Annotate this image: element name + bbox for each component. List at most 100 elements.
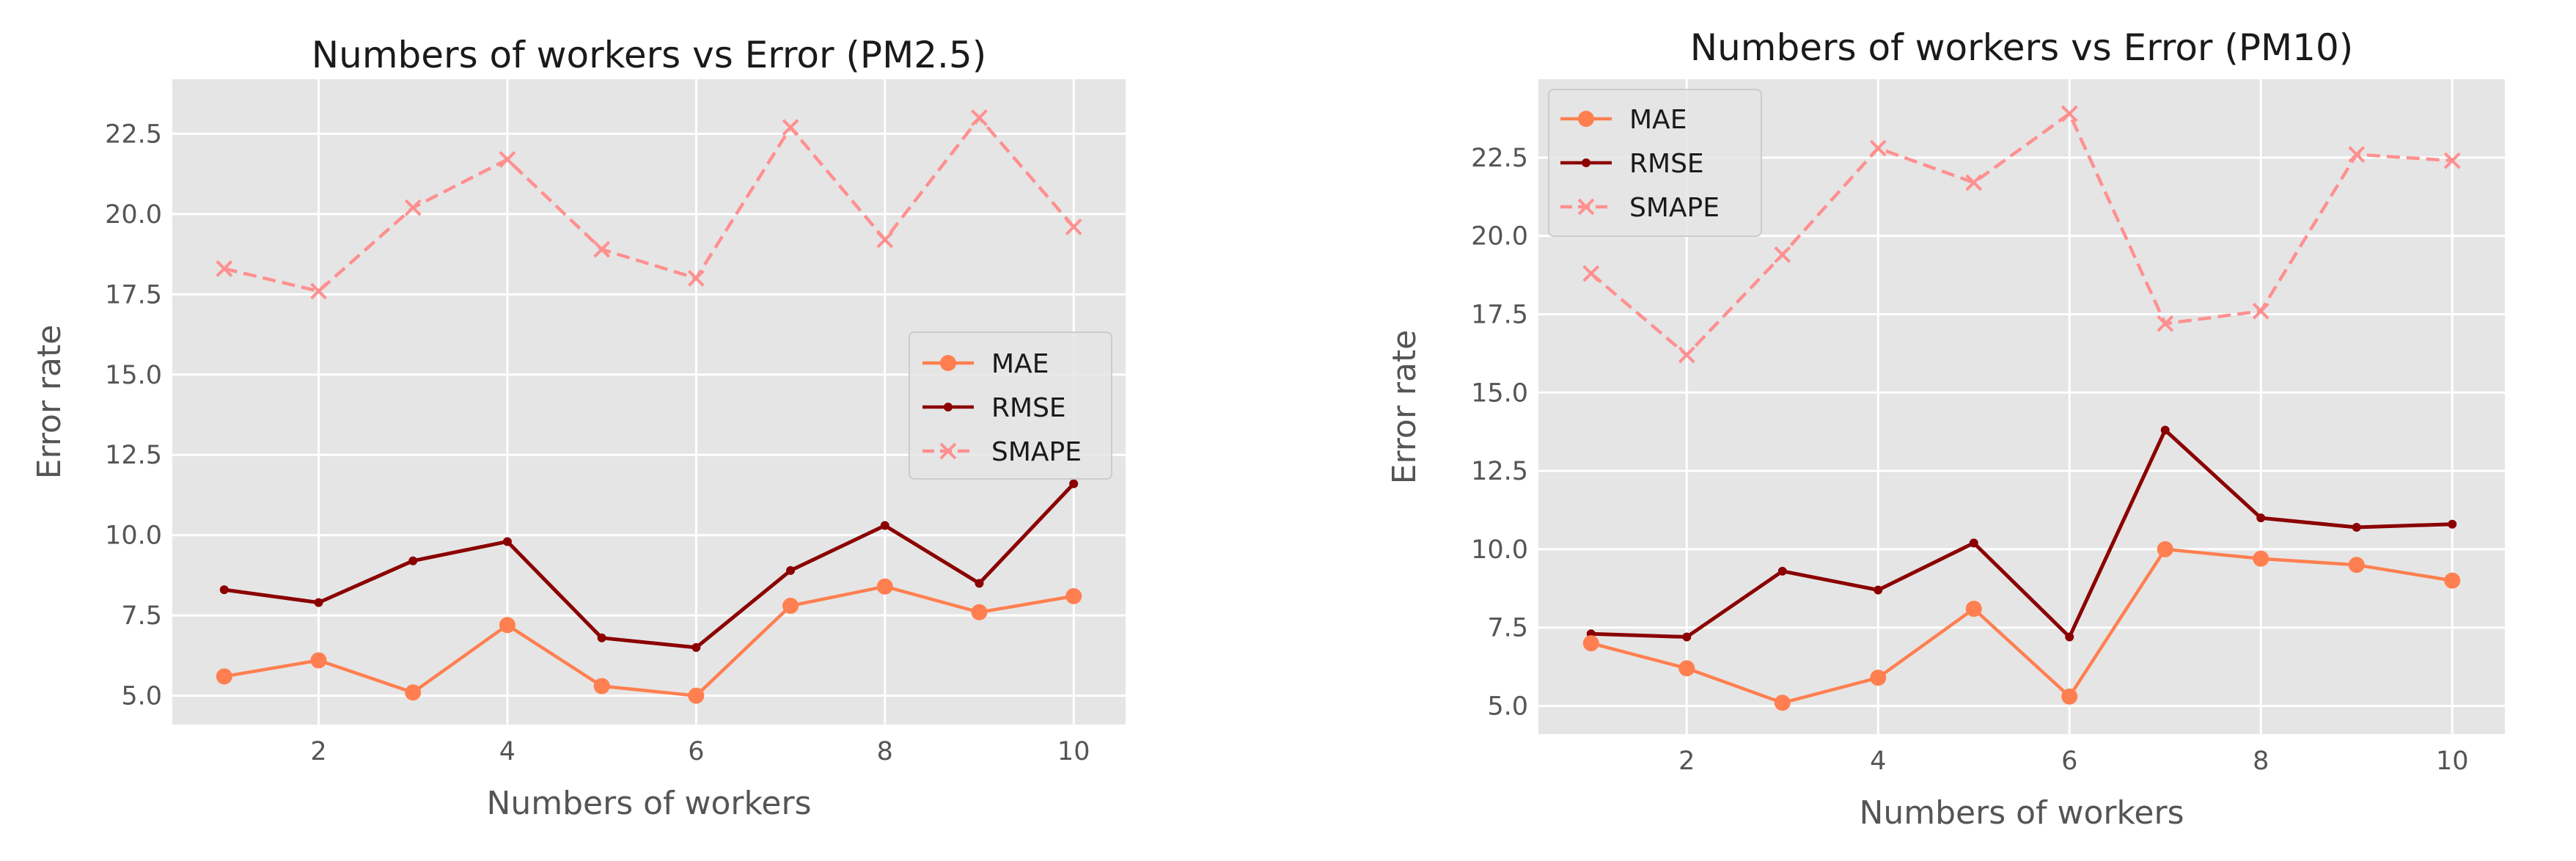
rmse-point (408, 556, 418, 565)
x-axis-label-pm25: Numbers of workers (486, 785, 811, 822)
legend-item-rmse: RMSE (1560, 149, 1704, 179)
series-smape (1582, 105, 2461, 364)
mae-point (499, 617, 515, 634)
rmse-point (2065, 632, 2074, 642)
y-tick-label: 7.5 (1487, 614, 1528, 643)
x-tick-label: 4 (499, 737, 515, 766)
legend-item-rmse: RMSE (922, 393, 1066, 423)
x-axis-label-pm10: Numbers of workers (1859, 794, 2184, 832)
legend-item-mae: MAE (1560, 105, 1687, 135)
smape-point (216, 260, 233, 277)
mae-point (876, 578, 893, 595)
legend-marker-rmse (944, 403, 953, 411)
smape-point (1065, 218, 1082, 235)
x-tick-label: 10 (1057, 737, 1090, 766)
legend-label-smape: SMAPE (991, 437, 1082, 467)
mae-point (971, 604, 988, 620)
legend-marker-smape (1577, 198, 1595, 216)
chart-title-pm10: Numbers of workers vs Error (PM10) (1690, 26, 2354, 69)
rmse-point (314, 598, 323, 607)
rmse-point (2352, 523, 2361, 532)
rmse-point (502, 537, 512, 546)
series-mae (216, 578, 1082, 704)
legend-label-mae: MAE (991, 349, 1049, 379)
rmse-point (786, 565, 796, 575)
series-smape (216, 109, 1082, 300)
smape-point (404, 199, 422, 216)
chart-pm25: 5.0 7.5 10.0 12.5 15.0 17.5 20.0 22.5 2 4 6 8 10 Num… (31, 34, 1126, 822)
y-tick-label: 10.0 (105, 521, 162, 551)
smape-point (687, 270, 705, 287)
rmse-point (1777, 566, 1787, 576)
legend-marker-mae (940, 355, 956, 371)
mae-point (593, 678, 610, 695)
y-tick-label: 5.0 (1487, 692, 1528, 722)
smape-point (310, 282, 327, 300)
legend-marker-smape (939, 442, 957, 460)
legend-item-smape: SMAPE (1560, 193, 1720, 223)
chart-title-pm25: Numbers of workers vs Error (PM2.5) (312, 34, 986, 76)
mae-point (782, 598, 799, 615)
y-tick-label: 12.5 (1471, 457, 1528, 486)
mae-point (2061, 688, 2078, 705)
mae-point (2444, 572, 2461, 589)
mae-point (216, 668, 232, 685)
smape-point (1965, 174, 1983, 191)
legend-label-mae: MAE (1629, 105, 1687, 135)
mae-point (1065, 587, 1082, 604)
x-tick-label: 4 (1870, 747, 1886, 776)
legend-marker-rmse (1582, 158, 1590, 167)
smape-point (971, 109, 988, 126)
x-tick-label: 2 (1678, 747, 1695, 776)
legend-entries-pm25: MAE RMSE SMAPE (922, 349, 1082, 467)
series-rmse (1586, 425, 2457, 642)
smape-point (2443, 152, 2461, 169)
legend-pm25: MAE RMSE SMAPE (909, 331, 1112, 480)
mae-point (688, 687, 705, 704)
y-tick-label: 17.5 (1471, 300, 1528, 329)
smape-point (1582, 265, 1600, 282)
smape-point (2348, 146, 2366, 163)
series-pm25 (216, 109, 1082, 704)
x-tick-label: 10 (2436, 747, 2469, 776)
mae-point (1870, 670, 1887, 686)
smape-point (2252, 302, 2269, 320)
chart-pm10: 5.0 7.5 10.0 12.5 15.0 17.5 20.0 22.5 2 4 6 8 10 Num… (1386, 26, 2505, 832)
rmse-point (1874, 585, 1883, 595)
rmse-point (1969, 538, 1978, 548)
x-tick-label: 2 (310, 737, 326, 766)
smape-point (1774, 246, 1791, 263)
mae-point (1774, 695, 1791, 711)
y-tick-label: 5.0 (121, 682, 162, 711)
legend-entries-pm10: MAE RMSE SMAPE (1560, 105, 1720, 223)
y-axis-label-pm25: Error rate (31, 325, 68, 480)
y-axis-label-pm10: Error rate (1386, 330, 1423, 485)
mae-point (2253, 550, 2269, 567)
x-tick-label: 8 (877, 737, 893, 766)
mae-point (310, 652, 327, 669)
legend-marker-mae (1578, 111, 1594, 127)
legend-box-pm10 (1548, 89, 1762, 237)
mae-point (1582, 635, 1599, 652)
rmse-line (1590, 428, 2453, 639)
rmse-point (880, 521, 889, 530)
y-tick-label: 15.0 (1471, 378, 1528, 408)
smape-point (1678, 346, 1695, 364)
mae-point (2157, 541, 2173, 557)
gridlines-pm10 (1538, 79, 2505, 734)
smape-line (224, 116, 1075, 293)
y-tick-label: 15.0 (105, 361, 162, 390)
smape-point (593, 241, 611, 258)
legend-box-pm25 (909, 331, 1112, 480)
rmse-point (219, 585, 229, 595)
mae-point (1678, 660, 1695, 677)
mae-point (1965, 601, 1982, 618)
legend-label-rmse: RMSE (991, 393, 1066, 423)
rmse-point (2448, 519, 2457, 529)
smape-point (2061, 105, 2078, 122)
tick-labels-pm25: 5.0 7.5 10.0 12.5 15.0 17.5 20.0 22.5 2 4 6 8 10 (105, 120, 1090, 766)
rmse-point (691, 642, 701, 652)
legend-label-smape: SMAPE (1629, 193, 1720, 223)
x-tick-label: 6 (688, 737, 704, 766)
